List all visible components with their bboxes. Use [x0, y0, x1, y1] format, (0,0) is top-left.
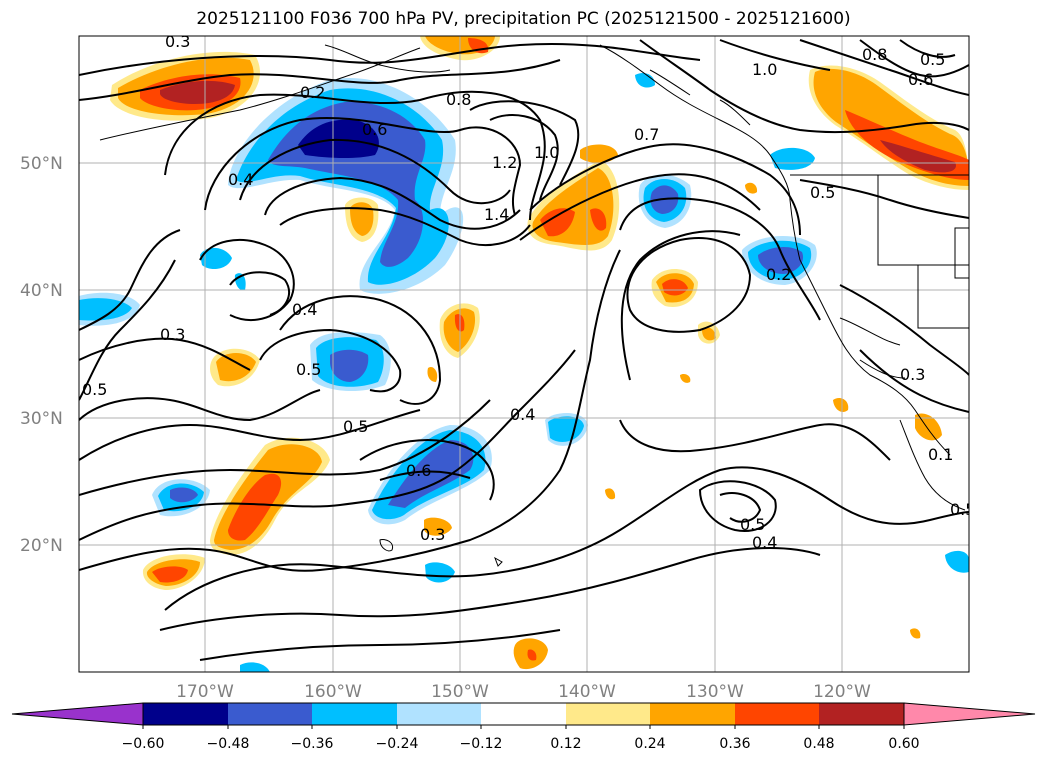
lon-label: 130°W: [686, 682, 744, 702]
lon-label: 150°W: [431, 682, 489, 702]
colorbar: −0.60 −0.48 −0.36 −0.24 −0.12 0.12 0.24 …: [11, 702, 1036, 752]
colorbar-tick-labels: −0.60 −0.48 −0.36 −0.24 −0.12 0.12 0.24 …: [122, 736, 920, 752]
colorbar-tick-label: 0.12: [550, 736, 581, 752]
contour-label: 0.5: [920, 50, 945, 69]
colorbar-segment: [312, 703, 397, 725]
contour-label: 0.2: [766, 265, 791, 284]
colorbar-segment: [481, 703, 566, 725]
contour-label: 0.3: [160, 325, 185, 344]
contour-label: 0.4: [510, 405, 535, 424]
contour-label: 0.3: [420, 525, 445, 544]
colorbar-tick-label: 0.24: [634, 736, 665, 752]
colorbar-segment: [735, 703, 819, 725]
lon-label: 140°W: [558, 682, 616, 702]
contour-label: 0.8: [446, 90, 471, 109]
colorbar-tick-label: −0.60: [122, 736, 165, 752]
lon-label: 170°W: [176, 682, 234, 702]
lat-label: 50°N: [20, 154, 63, 174]
contour-label: 0.1: [928, 445, 953, 464]
contour-label: 0.5: [343, 417, 368, 436]
lon-label: 120°W: [813, 682, 871, 702]
coastlines: [99, 44, 969, 567]
colorbar-extend-max: [903, 702, 1036, 726]
contour-label: 0.3: [900, 365, 925, 384]
lat-label: 20°N: [20, 536, 63, 556]
map-title: 2025121100 F036 700 hPa PV, precipitatio…: [196, 9, 851, 29]
colorbar-segment: [819, 703, 904, 725]
contour-label: 1.4: [484, 205, 509, 224]
contour-label: 0.6: [908, 70, 933, 89]
contour-label: 0.6: [406, 461, 431, 480]
lon-label: 160°W: [304, 682, 362, 702]
contour-label: 0.5: [82, 380, 107, 399]
contour-label: 0.4: [292, 300, 317, 319]
pv-contours: [79, 39, 969, 661]
colorbar-tick-label: −0.36: [291, 736, 334, 752]
contour-labels: 0.3 0.2 0.4 0.6 0.8 1.2 1.0 1.4 0.7 1.0 …: [82, 32, 975, 552]
colorbar-segment: [397, 703, 481, 725]
precip-shading: [79, 36, 969, 672]
contour-label: 0.5: [740, 515, 765, 534]
contour-label: 0.5: [810, 183, 835, 202]
colorbar-tick-label: 0.60: [888, 736, 919, 752]
contour-label: 0.4: [752, 533, 777, 552]
contour-label: 0.3: [165, 32, 190, 51]
colorbar-segment: [143, 703, 228, 725]
colorbar-ticks: [142, 725, 905, 729]
contour-label: 0.2: [300, 83, 325, 102]
latitude-labels: 50°N 40°N 30°N 20°N: [20, 154, 63, 556]
colorbar-segment: [650, 703, 735, 725]
colorbar-tick-label: 0.48: [803, 736, 834, 752]
contour-label: 0.7: [634, 125, 659, 144]
colorbar-tick-label: −0.12: [460, 736, 503, 752]
contour-label: 1.2: [492, 153, 517, 172]
contour-label: 0.5: [296, 360, 321, 379]
longitude-labels: 170°W 160°W 150°W 140°W 130°W 120°W: [176, 682, 871, 702]
colorbar-tick-label: −0.24: [376, 736, 419, 752]
contour-label: 1.0: [534, 143, 559, 162]
lat-label: 30°N: [20, 409, 63, 429]
contour-label: 0.8: [862, 45, 887, 64]
contour-label: 1.0: [752, 60, 777, 79]
colorbar-segment: [228, 703, 312, 725]
contour-label: 0.6: [362, 120, 387, 139]
contour-label: 0.5: [950, 500, 975, 519]
colorbar-tick-label: −0.48: [207, 736, 250, 752]
colorbar-tick-label: 0.36: [719, 736, 750, 752]
lat-label: 40°N: [20, 281, 63, 301]
plot-frame: [78, 35, 970, 673]
colorbar-segment: [566, 703, 650, 725]
colorbar-extend-min: [11, 702, 144, 726]
contour-label: 0.4: [228, 170, 253, 189]
